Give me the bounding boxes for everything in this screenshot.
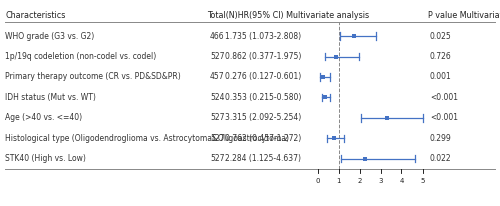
Text: 4: 4 [400,178,404,184]
Text: STK40 (High vs. Low): STK40 (High vs. Low) [5,154,86,163]
Text: 527: 527 [210,52,224,61]
Text: Age (>40 vs. <=40): Age (>40 vs. <=40) [5,113,82,122]
Text: 527: 527 [210,113,224,122]
Text: 2.284 (1.125-4.637): 2.284 (1.125-4.637) [225,154,301,163]
Text: 2: 2 [358,178,362,184]
Text: 527: 527 [210,134,224,143]
Text: Total(N)HR(95% CI) Multivariate analysis: Total(N)HR(95% CI) Multivariate analysis [208,11,370,20]
Text: Primary therapy outcome (CR vs. PD&SD&PR): Primary therapy outcome (CR vs. PD&SD&PR… [5,73,181,81]
Text: 0.726: 0.726 [430,52,452,61]
Text: 5: 5 [420,178,424,184]
Text: 0.299: 0.299 [430,134,452,143]
Text: 0.862 (0.377-1.975): 0.862 (0.377-1.975) [225,52,302,61]
Text: Characteristics: Characteristics [5,11,66,20]
Text: 0.762 (0.457-1.272): 0.762 (0.457-1.272) [225,134,301,143]
Text: 1.735 (1.073-2.808): 1.735 (1.073-2.808) [225,32,301,41]
Text: Histological type (Oligodendroglioma vs. Astrocytoma&Oligoastrocytoma): Histological type (Oligodendroglioma vs.… [5,134,289,143]
Text: 3: 3 [378,178,383,184]
Text: WHO grade (G3 vs. G2): WHO grade (G3 vs. G2) [5,32,94,41]
Text: 0.276 (0.127-0.601): 0.276 (0.127-0.601) [225,73,301,81]
Text: 0.001: 0.001 [430,73,452,81]
Text: 3.315 (2.092-5.254): 3.315 (2.092-5.254) [225,113,301,122]
Text: 0.353 (0.215-0.580): 0.353 (0.215-0.580) [225,93,302,102]
Text: 524: 524 [210,93,224,102]
Text: 466: 466 [210,32,224,41]
Text: 0.022: 0.022 [430,154,452,163]
Text: 527: 527 [210,154,224,163]
Text: 0: 0 [316,178,320,184]
Text: P value Multivariate analysis: P value Multivariate analysis [428,11,500,20]
Text: 457: 457 [210,73,224,81]
Text: IDH status (Mut vs. WT): IDH status (Mut vs. WT) [5,93,96,102]
Text: 1p/19q codeletion (non-codel vs. codel): 1p/19q codeletion (non-codel vs. codel) [5,52,156,61]
Text: <0.001: <0.001 [430,93,458,102]
Text: 0.025: 0.025 [430,32,452,41]
Text: <0.001: <0.001 [430,113,458,122]
Text: 1: 1 [336,178,341,184]
